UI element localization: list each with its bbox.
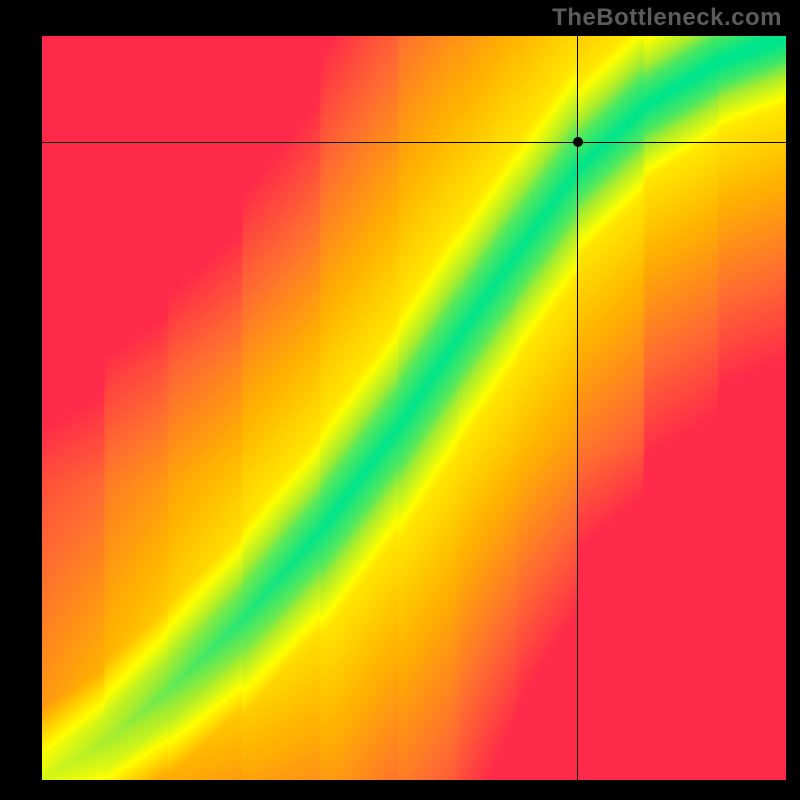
heatmap-plot [42,36,786,780]
crosshair-vertical [577,36,578,780]
heatmap-canvas [42,36,786,780]
crosshair-horizontal [42,142,786,143]
watermark-text: TheBottleneck.com [552,4,782,32]
crosshair-marker [573,137,583,147]
